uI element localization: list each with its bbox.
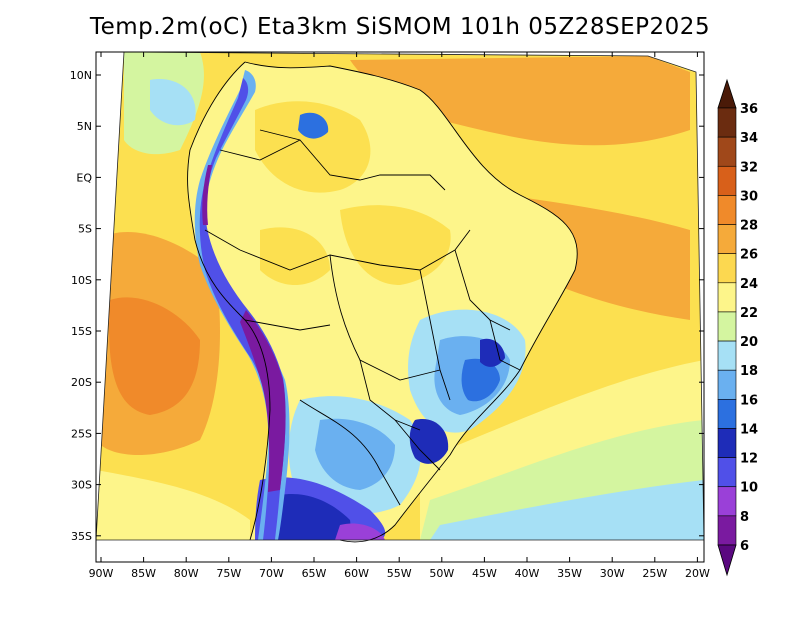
andes-cold-belt: [199, 78, 286, 540]
colorbar-segment: [717, 107, 737, 138]
colorbar-label: 16: [740, 393, 758, 408]
lat-tick-label: 5S: [78, 223, 92, 236]
lat-tick-label: 35S: [71, 530, 92, 543]
lat-tick-label: 20S: [71, 376, 92, 389]
andes-north-core: [202, 165, 212, 225]
lon-tick-label: 60W: [344, 567, 369, 580]
pacific-coastline: [187, 61, 271, 541]
lat-tick-label: 15S: [71, 325, 92, 338]
highlands-cold-core: [480, 338, 505, 367]
colorbar-segment: [717, 515, 737, 546]
south-atlantic-cooler: [430, 480, 704, 540]
serra-cold-spot: [409, 419, 449, 464]
colorbar-label: 18: [740, 364, 758, 379]
map-title: Temp.2m(oC) Eta3km SiSMOM 101h 05Z28SEP2…: [89, 14, 711, 40]
temperature-field: [96, 52, 704, 540]
colorbar-segment: [717, 311, 737, 342]
lon-tick-label: 35W: [557, 567, 582, 580]
colorbar-label: 36: [740, 102, 758, 117]
colorbar-label: 12: [740, 452, 758, 467]
se-pacific-mild: [96, 470, 250, 540]
plot-frame: [95, 51, 705, 563]
bolivia-brazil-border: [329, 254, 441, 381]
lon-tick-label: 45W: [472, 567, 497, 580]
pampas-cold: [335, 523, 385, 540]
colorbar-segment: [717, 399, 737, 429]
lon-tick-label: 20W: [685, 567, 710, 580]
colorbar-label: 26: [740, 248, 758, 263]
colorbar-label: 14: [740, 422, 758, 437]
colorbar-bottom-arrow: [717, 544, 737, 577]
highlands-cold-spot: [461, 358, 500, 402]
lat-tick-label: 5N: [77, 120, 92, 133]
lat-tick-label: 25S: [71, 427, 92, 440]
lat-tick-label: 30S: [71, 479, 92, 492]
west-amazon-warm: [260, 227, 330, 285]
colorbar-label: 10: [740, 481, 758, 496]
lon-tick-label: 25W: [642, 567, 667, 580]
lon-tick-label: 65W: [302, 567, 327, 580]
lon-tick-label: 30W: [600, 567, 625, 580]
lat-tick-label: EQ: [76, 171, 92, 184]
lon-tick-label: 40W: [515, 567, 540, 580]
colorbar-label: 28: [740, 219, 758, 234]
colorbar-label: 20: [740, 335, 758, 350]
lon-tick-label: 90W: [89, 567, 114, 580]
colorbar-label: 24: [740, 277, 758, 292]
nw-pacific-cooler: [150, 79, 196, 126]
lon-tick-label: 55W: [387, 567, 412, 580]
lon-tick-label: 50W: [429, 567, 454, 580]
colorbar-segment: [717, 282, 737, 313]
colorbar-segment: [717, 486, 737, 517]
bolivia-border: [244, 319, 331, 331]
longitude-axis: 90W 85W 80W 75W 70W 65W 60W 55W 50W 45W 40W 35W 30W 2…: [89, 52, 710, 580]
andes-cool-belt: [194, 70, 290, 540]
andes-coldest-core: [240, 310, 286, 492]
colorbar-top-arrow: [717, 78, 737, 109]
colorbar-segment: [717, 369, 737, 400]
colorbar-label: 22: [740, 306, 758, 321]
colorbar-segment: [717, 253, 737, 284]
colorbar-segment: [717, 457, 737, 488]
atlantic-coastline: [244, 61, 578, 543]
colorbar-segment: [717, 136, 737, 167]
central-warm-patch: [340, 205, 451, 285]
colorbar-label: 30: [740, 189, 758, 204]
colorbar-label: 32: [740, 160, 758, 175]
latitude-axis: 10N 5N EQ 5S 10S 15S 20S 25S 30S 35S: [70, 69, 704, 543]
state-border-1: [454, 249, 511, 331]
lon-tick-label: 70W: [259, 567, 284, 580]
north-atlantic-warm: [350, 56, 690, 146]
colorbar-segment: [717, 428, 737, 458]
paraguay-border: [359, 359, 421, 431]
colorbar-label: 8: [740, 510, 749, 525]
lon-tick-label: 85W: [131, 567, 156, 580]
colorbar-segment: [717, 224, 737, 254]
amazon-warm-patch: [255, 101, 371, 193]
state-border-2: [419, 269, 451, 401]
colorbar-segment: [717, 195, 737, 225]
guiana-cold-spot: [298, 112, 329, 139]
colorbar-label: 34: [740, 131, 758, 146]
argentina-border: [299, 399, 401, 506]
argentina-colder: [274, 494, 351, 540]
lon-tick-label: 75W: [216, 567, 241, 580]
lon-tick-label: 80W: [174, 567, 199, 580]
colorbar-segment: [717, 165, 737, 196]
south-region-cooler: [315, 418, 395, 490]
map-domain-outline: [95, 51, 705, 541]
colorbar-segment: [717, 340, 737, 371]
colorbar: 36 34 32 30 28 26 24 22 20 18 16 14 12 10 8 6: [717, 78, 758, 577]
country-borders: [187, 61, 578, 543]
lat-tick-label: 10N: [70, 69, 92, 82]
pacific-hot-core: [109, 297, 200, 415]
lat-tick-label: 10S: [71, 274, 92, 287]
colorbar-label: 6: [740, 539, 749, 554]
state-border-3: [394, 419, 441, 471]
peru-border: [204, 229, 241, 251]
state-border-4: [489, 319, 521, 371]
colombia-border: [219, 139, 301, 161]
